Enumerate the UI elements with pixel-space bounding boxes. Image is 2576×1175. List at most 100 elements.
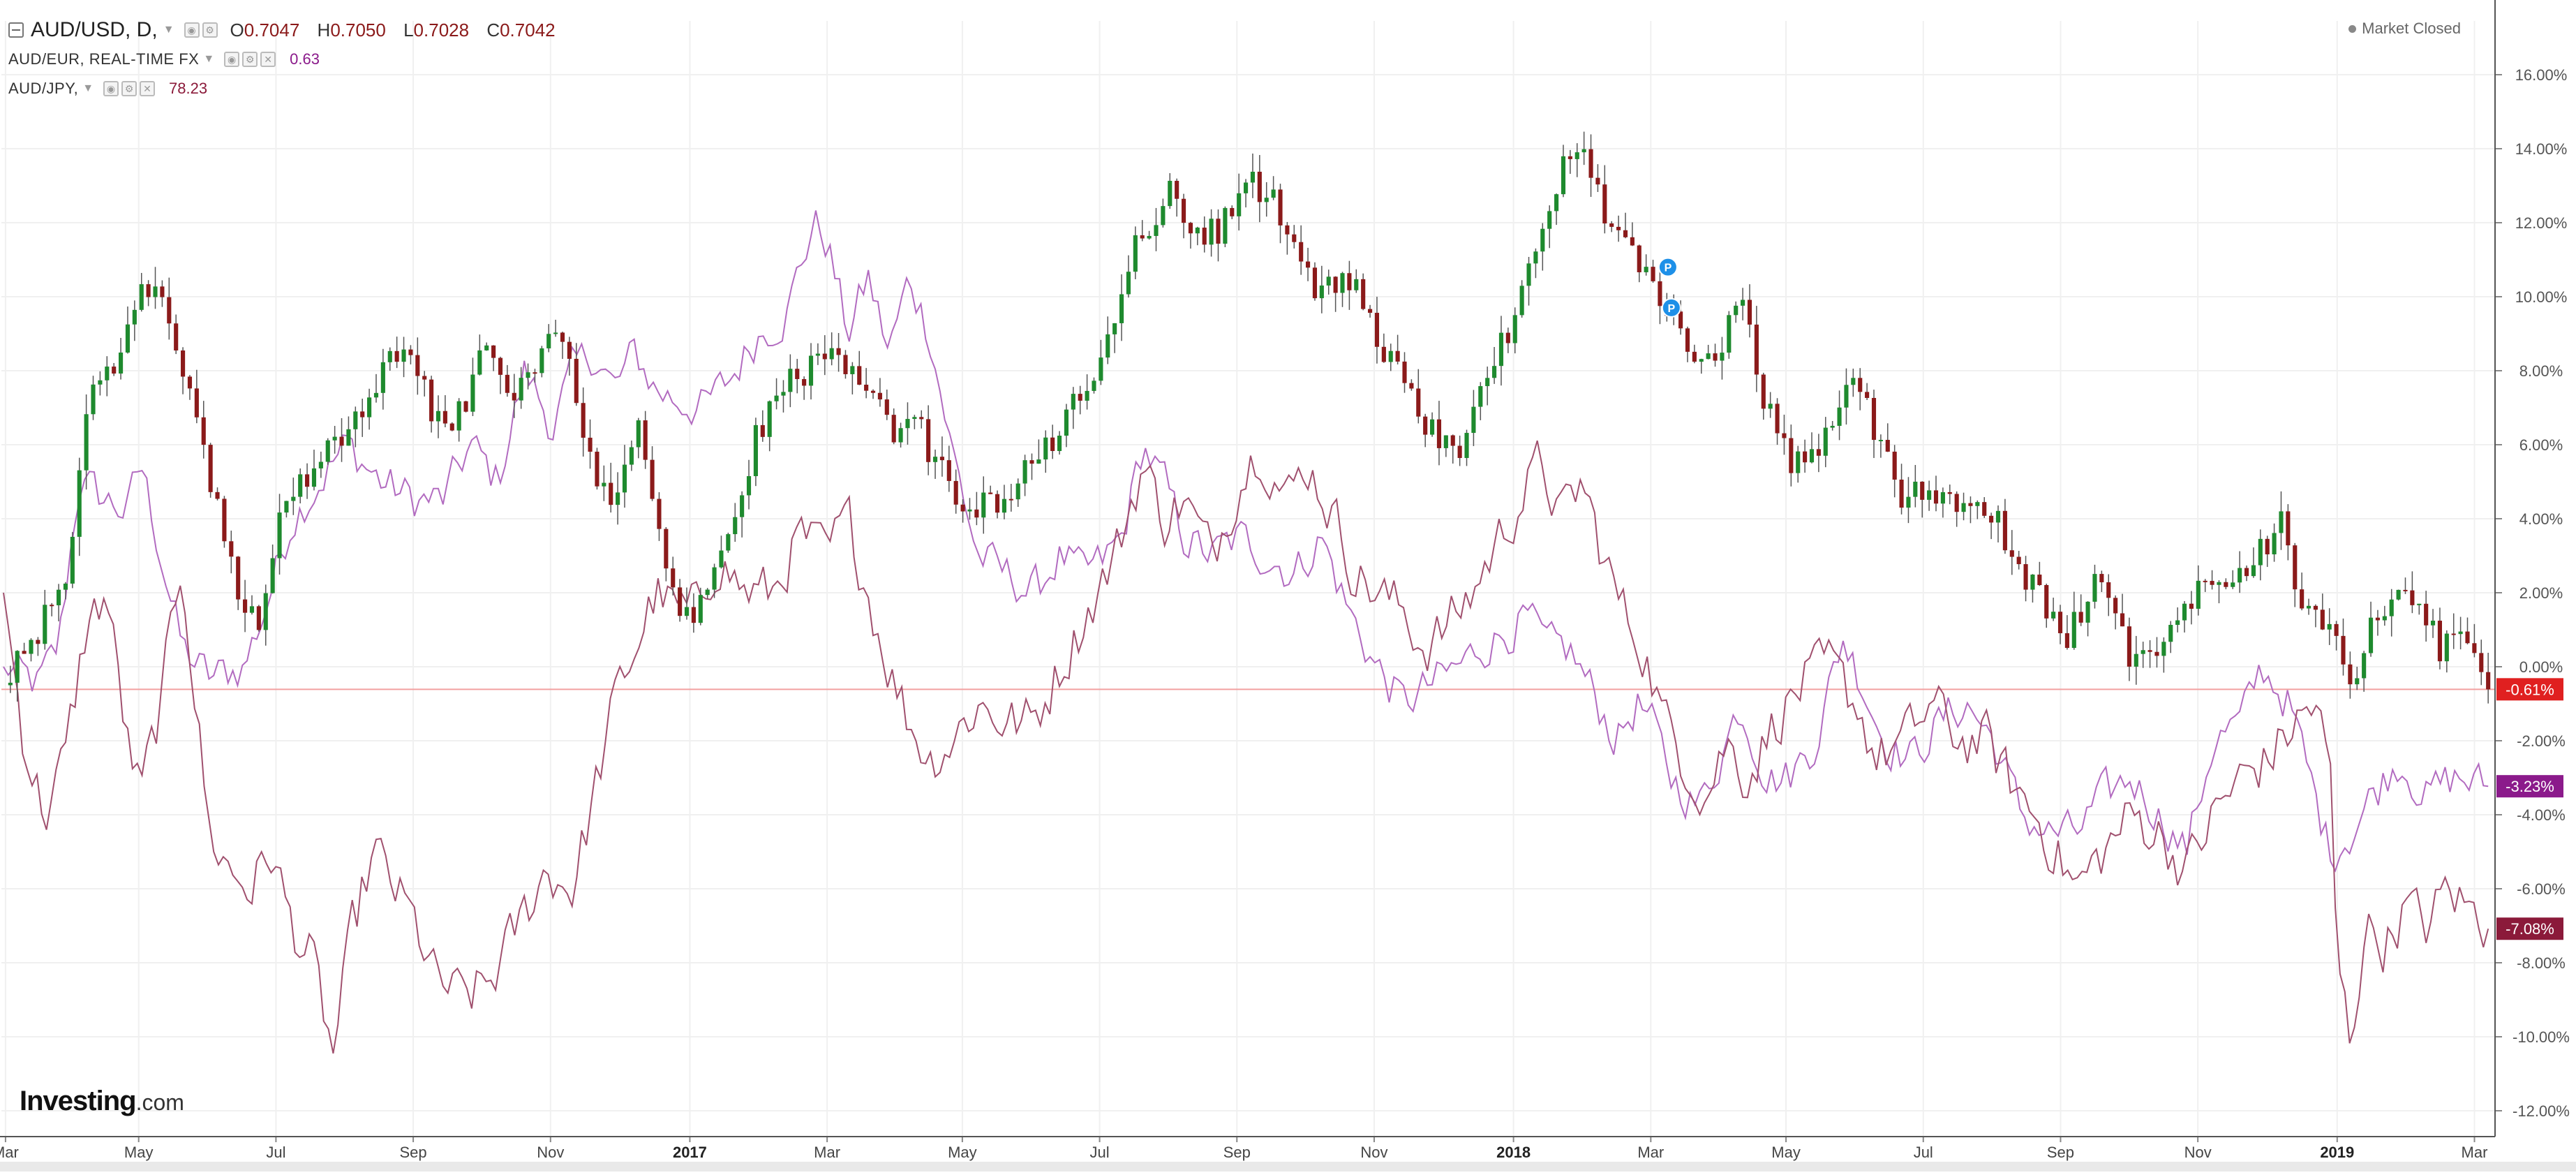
candle	[1264, 182, 1269, 217]
bottom-scrollbar-track[interactable]	[0, 1162, 2576, 1172]
candle	[974, 492, 979, 526]
compare-symbol-jpy[interactable]: AUD/JPY,	[8, 80, 79, 97]
candle	[939, 436, 944, 477]
candle	[650, 446, 655, 501]
candle	[1388, 343, 1393, 371]
settings-icon[interactable]: ⚙	[202, 22, 218, 38]
event-marker[interactable]: P	[1658, 257, 1678, 277]
eye-icon[interactable]: ◉	[103, 81, 119, 96]
candle-body	[1443, 435, 1448, 448]
candle	[2168, 621, 2173, 653]
y-tick-label: 6.00%	[2519, 436, 2563, 454]
candle	[1498, 316, 1504, 386]
candle	[1188, 221, 1193, 249]
candle	[139, 272, 144, 312]
candle	[1471, 390, 1476, 446]
candle	[657, 492, 662, 541]
candle	[1147, 230, 1152, 240]
candle	[2023, 556, 2028, 602]
candle	[595, 448, 600, 490]
candle-body	[367, 397, 372, 417]
candle	[2147, 640, 2152, 668]
candle-body	[318, 461, 323, 468]
candle	[380, 348, 385, 410]
settings-icon[interactable]: ⚙	[242, 52, 258, 67]
candle-body	[2320, 609, 2325, 630]
event-marker-dot[interactable]	[1658, 257, 1678, 277]
candle-body	[2279, 511, 2284, 533]
candle	[1402, 352, 1407, 393]
candle-body	[360, 411, 365, 417]
candle-body	[263, 593, 268, 630]
event-markers[interactable]: PP	[1658, 257, 1681, 318]
candle-body	[1851, 378, 1856, 385]
low-key: L	[403, 19, 414, 40]
candle-body	[1754, 324, 1759, 375]
candle-body	[2368, 617, 2374, 653]
candle-body	[422, 376, 427, 380]
candle	[1658, 271, 1662, 325]
close-icon[interactable]: ✕	[140, 81, 156, 96]
candle-body	[387, 350, 392, 362]
candle-body	[408, 349, 413, 355]
compare-symbol-eur[interactable]: AUD/EUR, REAL-TIME FX	[8, 50, 200, 68]
candle-body	[1968, 503, 1973, 506]
collapse-legend-button[interactable]	[8, 22, 24, 38]
candle-body	[1126, 272, 1131, 295]
candle	[1616, 215, 1621, 242]
candle-body	[1609, 223, 1614, 227]
candle-body	[1036, 459, 1041, 464]
candle-body	[2341, 635, 2346, 665]
eye-icon[interactable]: ◉	[184, 22, 200, 38]
candle-body	[1602, 184, 1607, 224]
event-marker[interactable]: P	[1661, 297, 1681, 318]
candle-body	[2382, 616, 2387, 621]
chevron-down-icon[interactable]: ▼	[203, 53, 215, 65]
candle	[932, 449, 938, 479]
candle-body	[2141, 650, 2145, 654]
candle	[2389, 589, 2394, 637]
candle	[1644, 254, 1648, 276]
close-icon[interactable]: ✕	[260, 52, 276, 67]
candle-body	[622, 464, 627, 493]
candle-body	[1844, 385, 1849, 408]
candle-body	[719, 550, 724, 568]
main-symbol-label[interactable]: AUD/USD, D,	[31, 18, 158, 41]
candle-body	[1388, 350, 1393, 362]
candle	[2444, 630, 2449, 673]
candle	[1195, 226, 1200, 246]
candle-body	[2196, 580, 2201, 609]
candle	[870, 389, 876, 399]
last-value-tag-bg	[2496, 917, 2563, 940]
candle-body	[733, 517, 738, 535]
candle-body	[484, 345, 489, 350]
candle-body	[2030, 575, 2035, 590]
candle-body	[2286, 511, 2291, 546]
candle	[1741, 288, 1745, 320]
settings-icon[interactable]: ⚙	[121, 81, 137, 96]
candle-body	[1237, 193, 1242, 216]
candle-body	[243, 599, 248, 613]
candle-body	[781, 392, 786, 396]
chevron-down-icon[interactable]: ▼	[163, 24, 174, 36]
y-tick-label: -2.00%	[2517, 732, 2566, 750]
candle	[829, 332, 834, 366]
candle-body	[898, 428, 903, 443]
candle	[1892, 445, 1897, 498]
x-tick-label: Nov	[537, 1144, 564, 1161]
y-tick-label: -4.00%	[2517, 806, 2566, 824]
candle-body	[2430, 621, 2436, 626]
candle	[1768, 392, 1773, 418]
candle	[1326, 269, 1331, 295]
candle-body	[960, 504, 965, 512]
candle-body	[1374, 313, 1380, 347]
candle-body	[981, 492, 986, 518]
candle-body	[1878, 440, 1883, 442]
event-marker-dot[interactable]	[1661, 297, 1681, 318]
eye-icon[interactable]: ◉	[224, 52, 240, 67]
candle	[160, 280, 165, 307]
chevron-down-icon[interactable]: ▼	[82, 82, 94, 94]
candle-body	[491, 345, 496, 358]
